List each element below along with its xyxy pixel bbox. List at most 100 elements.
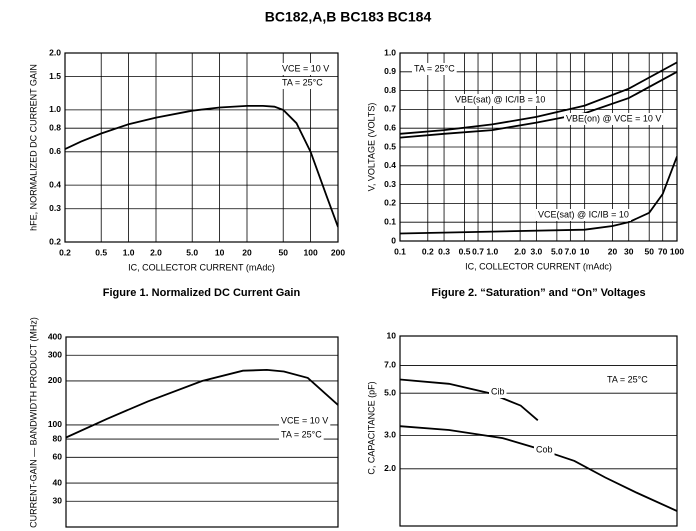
y-tick-label: 0.3 <box>49 203 61 213</box>
plot-frame <box>64 52 339 243</box>
y-axis-label: C, CAPACITANCE (pF) <box>366 381 376 474</box>
x-tick-label: 5.0 <box>551 246 563 256</box>
y-tick-label: 30 <box>53 496 63 506</box>
y-tick-label: 0.9 <box>384 66 396 76</box>
y-tick-label: 0.5 <box>384 141 396 151</box>
data-line <box>400 71 677 139</box>
plot-frame <box>65 336 339 528</box>
y-axis-label: V, VOLTAGE (VOLTS) <box>366 103 376 192</box>
x-tick-label: 30 <box>624 246 634 256</box>
data-line <box>400 378 539 421</box>
annotation: TA = 25°C <box>281 429 322 439</box>
x-tick-label: 0.3 <box>438 246 450 256</box>
y-tick-label: 10 <box>387 330 397 340</box>
y-tick-label: 0.7 <box>384 104 396 114</box>
x-axis-label: IC, COLLECTOR CURRENT (mAdc) <box>465 261 612 271</box>
y-axis-label: fT, CURRENT-GAIN — BANDWIDTH PRODUCT (MH… <box>28 317 38 531</box>
y-tick-label: 0 <box>391 235 396 245</box>
figure-caption: Figure 1. Normalized DC Current Gain <box>103 287 301 299</box>
label-bg <box>453 94 548 106</box>
data-line <box>400 156 677 235</box>
y-tick-label: 0.8 <box>384 85 396 95</box>
data-line <box>400 61 677 135</box>
y-tick-label: 0.2 <box>49 236 61 246</box>
y-tick-label: 0.3 <box>384 179 396 189</box>
figure-caption: Figure 2. “Saturation” and “On” Voltages <box>431 287 645 299</box>
x-tick-label: 10 <box>580 246 590 256</box>
y-tick-label: 0.6 <box>384 122 396 132</box>
annotation: TA = 25°C <box>607 374 648 384</box>
y-tick-label: 100 <box>48 419 62 429</box>
y-tick-label: 3.0 <box>384 430 396 440</box>
annotation: VCE = 10 V <box>282 63 329 73</box>
plot-frame <box>399 52 678 242</box>
curve-label: VBE(sat) @ IC/IB = 10 <box>455 94 545 104</box>
y-tick-label: 400 <box>48 331 62 341</box>
y-tick-label: 300 <box>48 349 62 359</box>
label-bg <box>280 63 332 75</box>
y-tick-label: 0.8 <box>49 122 61 132</box>
data-line <box>65 105 338 228</box>
x-tick-label: 7.0 <box>564 246 576 256</box>
curve-label: Cob <box>536 444 553 454</box>
x-tick-label: 20 <box>608 246 618 256</box>
x-tick-label: 10 <box>215 247 225 257</box>
y-tick-label: 2.0 <box>49 47 61 57</box>
x-tick-label: 0.7 <box>472 246 484 256</box>
y-tick-label: 1.5 <box>49 71 61 81</box>
curve-label: VBE(on) @ VCE = 10 V <box>566 113 661 123</box>
label-bg <box>564 113 664 125</box>
annotation: VCE = 10 V <box>281 415 328 425</box>
x-tick-label: 100 <box>304 247 318 257</box>
label-bg <box>536 209 631 221</box>
label-bg <box>280 77 325 89</box>
x-tick-label: 50 <box>644 246 654 256</box>
y-tick-label: 0.6 <box>49 146 61 156</box>
x-tick-label: 100 <box>670 246 684 256</box>
x-tick-label: 50 <box>278 247 288 257</box>
y-tick-label: 0.2 <box>384 198 396 208</box>
plot-frame <box>399 335 678 527</box>
label-bg <box>489 386 507 398</box>
label-bg <box>279 429 324 441</box>
x-tick-label: 0.5 <box>459 246 471 256</box>
y-tick-label: 0.1 <box>384 216 396 226</box>
x-tick-label: 0.2 <box>422 246 434 256</box>
y-tick-label: 0.4 <box>384 160 396 170</box>
label-bg <box>534 444 555 456</box>
x-tick-label: 0.5 <box>95 247 107 257</box>
curve-label: VCE(sat) @ IC/IB = 10 <box>538 209 629 219</box>
y-tick-label: 60 <box>53 452 63 462</box>
label-bg <box>605 374 650 386</box>
x-tick-label: 0.1 <box>394 246 406 256</box>
x-tick-label: 20 <box>242 247 252 257</box>
x-tick-label: 70 <box>658 246 668 256</box>
x-tick-label: 0.2 <box>59 247 71 257</box>
x-axis-label: IC, COLLECTOR CURRENT (mAdc) <box>128 262 275 272</box>
y-axis-label: hFE, NORMALIZED DC CURRENT GAIN <box>28 64 38 231</box>
x-tick-label: 2.0 <box>150 247 162 257</box>
x-tick-label: 3.0 <box>530 246 542 256</box>
y-tick-label: 200 <box>48 375 62 385</box>
y-tick-label: 7.0 <box>384 360 396 370</box>
y-tick-label: 80 <box>53 433 63 443</box>
curve-label: Cib <box>491 386 505 396</box>
y-tick-label: 5.0 <box>384 387 396 397</box>
label-bg <box>279 415 331 427</box>
y-tick-label: 1.0 <box>384 47 396 57</box>
x-tick-label: 2.0 <box>514 246 526 256</box>
y-tick-label: 0.4 <box>49 179 61 189</box>
x-tick-label: 200 <box>331 247 345 257</box>
x-tick-label: 1.0 <box>123 247 135 257</box>
annotation: TA = 25°C <box>414 63 455 73</box>
x-tick-label: 5.0 <box>186 247 198 257</box>
label-bg <box>412 63 457 75</box>
y-tick-label: 1.0 <box>49 104 61 114</box>
x-tick-label: 1.0 <box>486 246 498 256</box>
y-tick-label: 2.0 <box>384 463 396 473</box>
y-tick-label: 40 <box>53 477 63 487</box>
data-line <box>66 368 338 439</box>
page-title: BC182,A,B BC183 BC184 <box>265 9 432 25</box>
annotation: TA = 25°C <box>282 77 323 87</box>
